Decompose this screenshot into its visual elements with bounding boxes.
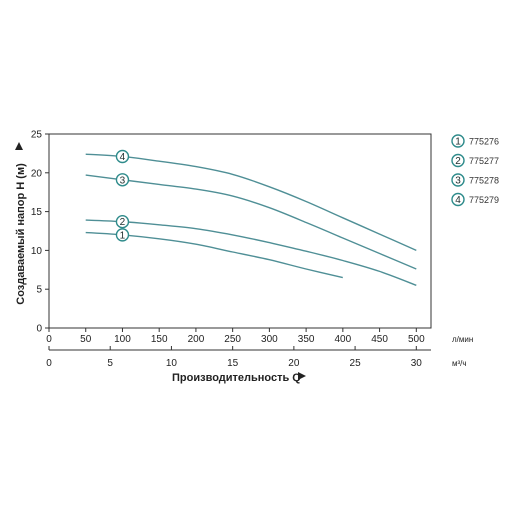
y-tick-label: 15 xyxy=(31,207,43,218)
legend-marker-number: 4 xyxy=(455,195,461,206)
y-axis-arrow-icon xyxy=(15,142,23,150)
series-marker-3: 3 xyxy=(115,173,130,187)
legend-marker-circle xyxy=(451,134,465,148)
series-marker-4: 4 xyxy=(115,149,130,164)
y-tick-label: 10 xyxy=(31,246,43,257)
y-axis-title: Создаваемый напор H (м) xyxy=(15,163,27,305)
x-tick-label-m3h: 30 xyxy=(411,358,423,369)
x-tick-label-lmin: 350 xyxy=(298,334,315,345)
x-tick-label-lmin: 250 xyxy=(224,334,241,345)
series-marker-circle xyxy=(115,214,130,229)
legend-label: 775279 xyxy=(469,195,499,205)
legend-label: 775278 xyxy=(469,176,499,186)
x-tick-label-lmin: 450 xyxy=(371,334,388,345)
x-tick-label-lmin: 500 xyxy=(408,334,425,345)
legend-marker-circle xyxy=(451,192,465,207)
x-tick-label-m3h: 15 xyxy=(227,358,239,369)
x-tick-label-m3h: 0 xyxy=(46,358,52,369)
series-line-775278 xyxy=(85,174,417,270)
series-marker-number: 2 xyxy=(120,217,126,228)
x-tick-label-m3h: 10 xyxy=(166,358,178,369)
legend-marker-number: 1 xyxy=(455,137,461,148)
plot-frame xyxy=(48,133,432,329)
series-markers: 1 2 3 4 xyxy=(115,149,130,242)
series-line-775277 xyxy=(85,219,417,286)
x-tick-label-lmin: 400 xyxy=(335,334,352,345)
x-tick-label-lmin: 50 xyxy=(80,334,92,345)
legend: 1 775276 2 775277 3 775278 4 775279 xyxy=(451,134,499,207)
series-line-775279 xyxy=(85,153,417,252)
legend-item-775276: 1 775276 xyxy=(451,134,499,148)
x-tick-label-lmin: 300 xyxy=(261,334,278,345)
legend-marker-circle xyxy=(451,153,465,168)
series-marker-number: 3 xyxy=(120,175,126,186)
x-unit-bottom: м³/ч xyxy=(452,359,467,368)
y-tick-label: 0 xyxy=(36,324,42,335)
legend-marker-number: 3 xyxy=(455,176,461,187)
y-tick-label: 5 xyxy=(36,285,42,296)
series-marker-circle xyxy=(115,173,130,187)
series-marker-circle xyxy=(115,228,130,242)
series-marker-number: 4 xyxy=(120,152,126,163)
x-tick-label-m3h: 20 xyxy=(288,358,300,369)
legend-item-775279: 4 775279 xyxy=(451,192,499,207)
legend-marker-circle xyxy=(451,173,465,187)
x-tick-label-lmin: 200 xyxy=(188,334,205,345)
legend-marker-number: 2 xyxy=(455,156,461,167)
x-axis-arrow-icon xyxy=(298,372,306,380)
series-marker-1: 1 xyxy=(115,228,130,242)
x-tick-label-lmin: 150 xyxy=(151,334,168,345)
legend-item-775278: 3 775278 xyxy=(451,173,499,187)
axes xyxy=(45,133,432,351)
legend-item-775277: 2 775277 xyxy=(451,153,499,168)
legend-label: 775277 xyxy=(469,156,499,166)
x-tick-label-m3h: 5 xyxy=(107,358,113,369)
y-tick-label: 20 xyxy=(31,168,43,179)
series-marker-2: 2 xyxy=(115,214,130,229)
series-marker-number: 1 xyxy=(120,230,126,241)
series-marker-circle xyxy=(115,149,130,164)
series-lines xyxy=(85,153,417,286)
x-tick-label-lmin: 0 xyxy=(46,334,52,345)
legend-label: 775276 xyxy=(469,137,499,147)
x-axis-title: Производительность Q xyxy=(172,372,301,384)
x-tick-label-m3h: 25 xyxy=(350,358,362,369)
x-unit-top: л/мин xyxy=(452,335,473,344)
x-tick-label-lmin: 100 xyxy=(114,334,131,345)
y-tick-label: 25 xyxy=(31,130,43,141)
